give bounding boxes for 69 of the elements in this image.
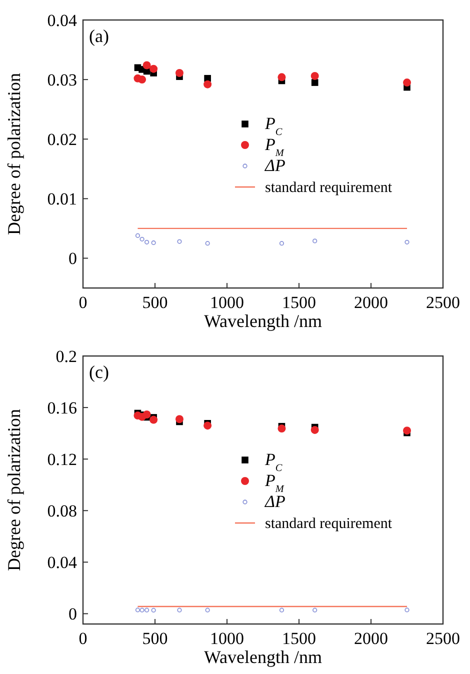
y-tick-label: 0.12 bbox=[47, 450, 77, 470]
legend-label: standard requirement bbox=[265, 516, 393, 532]
legend-label: P$_{M}$ bbox=[264, 135, 284, 158]
point bbox=[177, 608, 182, 612]
point bbox=[310, 426, 319, 434]
y-tick-label: 0.2 bbox=[56, 347, 77, 366]
y-axis-title: Degree of polarization bbox=[4, 73, 24, 235]
point bbox=[404, 608, 410, 612]
x-tick-label: 1000 bbox=[210, 293, 244, 312]
y-tick-label: 0.01 bbox=[47, 190, 77, 209]
point bbox=[278, 424, 286, 433]
point bbox=[151, 240, 156, 246]
y-tick-label: 0.16 bbox=[47, 398, 77, 418]
point bbox=[310, 72, 319, 80]
point bbox=[204, 80, 212, 88]
y-tick-label: 0.03 bbox=[47, 70, 77, 90]
x-tick-label: 1000 bbox=[210, 629, 244, 648]
point bbox=[150, 64, 158, 73]
point bbox=[204, 422, 212, 430]
legend-label: P$_{M}$ bbox=[264, 471, 284, 494]
annotation: (a) bbox=[89, 26, 109, 46]
y-tick-label: 0.04 bbox=[47, 11, 78, 30]
point bbox=[403, 78, 411, 87]
x-tick-label: 2500 bbox=[426, 629, 460, 648]
point bbox=[177, 239, 182, 244]
x-tick-label: 2000 bbox=[354, 293, 388, 312]
point bbox=[150, 416, 158, 424]
y-tick-label: 0.04 bbox=[47, 553, 78, 572]
y-tick-label: 0.08 bbox=[47, 502, 77, 521]
point bbox=[144, 240, 150, 244]
legend-label: ΔP bbox=[264, 492, 286, 511]
x-tick-label: 1500 bbox=[282, 293, 316, 312]
legend-label: ΔP bbox=[264, 156, 286, 175]
x-axis-title: Wavelength /nm bbox=[204, 311, 322, 331]
x-tick-label: 500 bbox=[142, 629, 168, 648]
point bbox=[175, 69, 184, 78]
point bbox=[311, 79, 318, 86]
y-tick-label: 0 bbox=[68, 604, 77, 624]
x-tick-label: 1500 bbox=[282, 629, 316, 648]
point bbox=[404, 240, 410, 244]
point bbox=[278, 73, 286, 82]
x-tick-label: 2000 bbox=[354, 629, 388, 648]
point bbox=[279, 608, 284, 612]
point bbox=[312, 608, 318, 612]
point bbox=[279, 241, 284, 246]
x-axis-title: Wavelength /nm bbox=[204, 647, 322, 667]
point bbox=[135, 608, 140, 612]
point bbox=[205, 608, 210, 612]
point bbox=[138, 76, 146, 84]
point bbox=[403, 426, 411, 435]
point bbox=[142, 61, 151, 70]
annotation: (c) bbox=[89, 362, 109, 382]
legend-label: P$_{C}$ bbox=[264, 450, 282, 474]
y-tick-label: 0 bbox=[68, 249, 77, 268]
legend-label: standard requirement bbox=[265, 180, 393, 196]
point bbox=[312, 238, 318, 244]
x-tick-label: 500 bbox=[142, 293, 168, 312]
point bbox=[135, 233, 140, 238]
point bbox=[140, 236, 144, 242]
point bbox=[151, 608, 156, 613]
legend-label: P$_{C}$ bbox=[264, 114, 282, 138]
point bbox=[175, 415, 184, 424]
x-tick-label: 2500 bbox=[426, 293, 460, 312]
y-axis-title: Degree of polarization bbox=[4, 409, 24, 571]
point bbox=[144, 608, 150, 612]
y-tick-label: 0.02 bbox=[47, 130, 77, 150]
point bbox=[205, 241, 210, 246]
point bbox=[142, 410, 151, 418]
point bbox=[140, 608, 144, 612]
